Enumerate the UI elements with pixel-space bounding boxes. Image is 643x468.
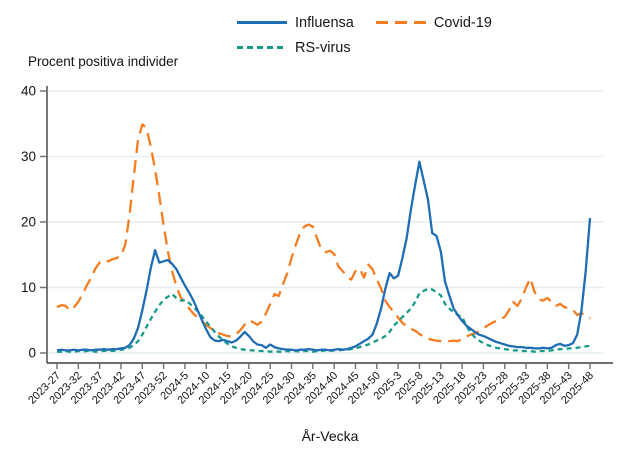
y-tick-label: 20 (21, 215, 36, 230)
y-axis-title: Procent positiva individer (28, 54, 179, 69)
legend-label-influensa: Influensa (295, 14, 354, 31)
influensa-line-swatch-icon (237, 21, 287, 24)
series-line-rs-virus (57, 287, 591, 353)
legend-item-rs: RS-virus (237, 40, 351, 56)
legend-row-1: Influensa Covid-19 (237, 10, 492, 35)
rs-line-swatch-icon (237, 46, 287, 49)
legend-item-influensa: Influensa (237, 15, 354, 31)
legend-item-covid: Covid-19 (375, 14, 492, 31)
chart-legend: Influensa Covid-19 RS-virus (237, 10, 492, 60)
legend-label-covid: Covid-19 (433, 14, 492, 31)
legend-row-2: RS-virus (237, 35, 492, 60)
y-tick-label: 10 (21, 280, 36, 295)
y-tick-label: 40 (21, 84, 36, 99)
x-axis-title: År-Vecka (301, 428, 359, 444)
gridlines (47, 90, 603, 354)
y-tick-label: 30 (21, 149, 36, 164)
y-axis-ticks: 0 10 20 30 40 (21, 84, 47, 361)
covid-line-swatch-icon (375, 21, 426, 24)
x-axis-ticks: 2023-272023-322023-372023-422023-472023-… (26, 363, 596, 407)
y-tick-label: 0 (28, 346, 36, 361)
series-line-influensa (56, 160, 592, 352)
legend-label-rs: RS-virus (295, 39, 351, 56)
axes (46, 86, 613, 364)
